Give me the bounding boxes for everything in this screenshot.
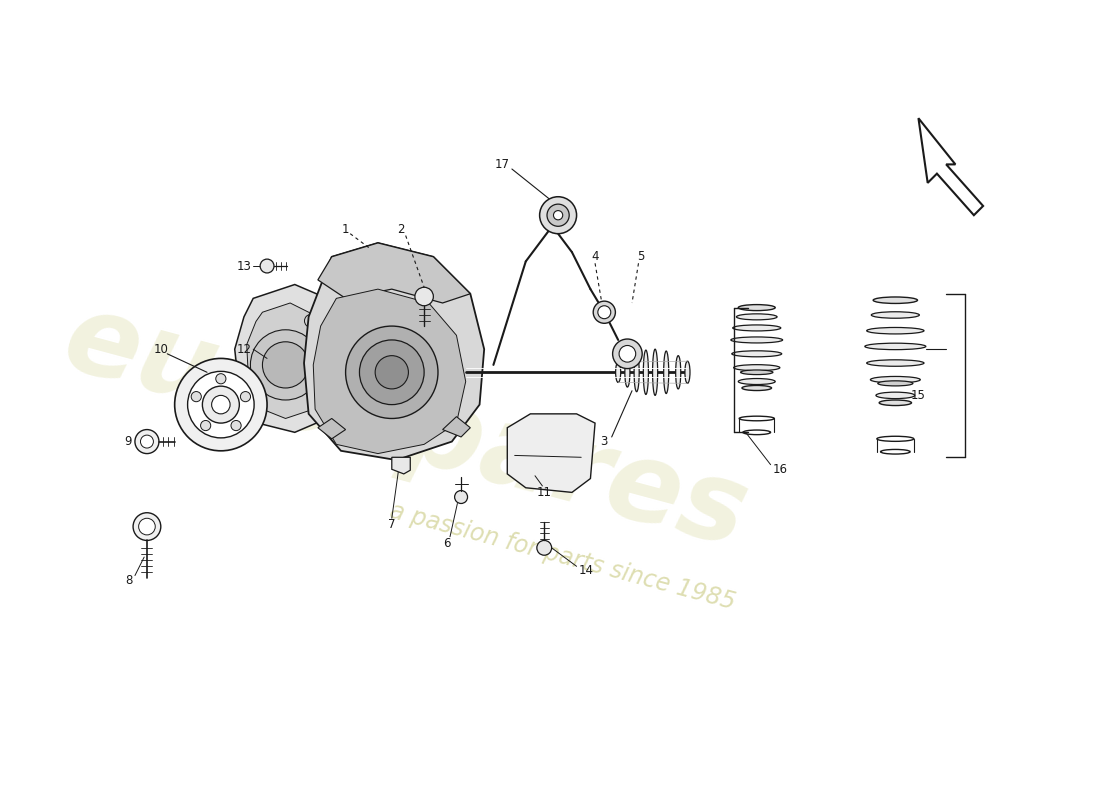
Text: 11: 11	[537, 486, 552, 499]
Circle shape	[553, 210, 563, 220]
Circle shape	[613, 339, 642, 369]
Text: 12: 12	[236, 342, 252, 356]
Ellipse shape	[740, 370, 773, 374]
Circle shape	[141, 435, 153, 448]
Circle shape	[231, 421, 241, 430]
Text: 9: 9	[124, 435, 132, 448]
Polygon shape	[318, 418, 345, 439]
Circle shape	[323, 384, 336, 397]
Circle shape	[260, 259, 274, 273]
Ellipse shape	[652, 349, 658, 395]
Circle shape	[202, 386, 240, 423]
Circle shape	[251, 330, 320, 400]
Circle shape	[241, 391, 251, 402]
Circle shape	[537, 541, 551, 555]
Ellipse shape	[876, 392, 915, 398]
Ellipse shape	[644, 350, 648, 394]
Polygon shape	[314, 289, 465, 454]
Text: 3: 3	[601, 435, 608, 448]
Ellipse shape	[742, 430, 771, 434]
Text: 6: 6	[443, 537, 451, 550]
Ellipse shape	[738, 378, 775, 385]
Circle shape	[360, 340, 425, 405]
Circle shape	[188, 371, 254, 438]
Circle shape	[216, 374, 225, 384]
Ellipse shape	[878, 381, 913, 386]
Ellipse shape	[738, 305, 775, 310]
Circle shape	[139, 518, 155, 535]
Circle shape	[540, 197, 576, 234]
Ellipse shape	[879, 400, 912, 406]
Ellipse shape	[865, 343, 926, 350]
Ellipse shape	[867, 360, 924, 366]
Circle shape	[211, 395, 230, 414]
Text: 15: 15	[911, 389, 926, 402]
Text: 16: 16	[772, 462, 788, 476]
Ellipse shape	[685, 361, 690, 383]
Ellipse shape	[736, 314, 777, 320]
Ellipse shape	[870, 377, 921, 383]
Ellipse shape	[877, 436, 914, 442]
Text: 7: 7	[388, 518, 396, 531]
Ellipse shape	[616, 362, 620, 382]
Ellipse shape	[873, 297, 917, 303]
Text: 13: 13	[236, 259, 252, 273]
Ellipse shape	[663, 351, 669, 394]
Ellipse shape	[742, 386, 771, 390]
Text: a passion for parts since 1985: a passion for parts since 1985	[387, 499, 738, 615]
Text: 1: 1	[342, 222, 350, 235]
Circle shape	[200, 421, 211, 430]
Text: 5: 5	[638, 250, 645, 263]
Circle shape	[345, 326, 438, 418]
Polygon shape	[234, 285, 341, 432]
Ellipse shape	[739, 416, 774, 421]
Ellipse shape	[867, 327, 924, 334]
Circle shape	[415, 287, 433, 306]
Circle shape	[191, 391, 201, 402]
Polygon shape	[442, 417, 471, 437]
Text: 8: 8	[124, 574, 132, 586]
Circle shape	[135, 430, 160, 454]
Circle shape	[547, 204, 569, 226]
Polygon shape	[304, 243, 484, 460]
Polygon shape	[318, 243, 471, 303]
Text: 14: 14	[579, 565, 593, 578]
Text: 17: 17	[495, 158, 510, 171]
Circle shape	[619, 346, 636, 362]
Circle shape	[175, 358, 267, 451]
Circle shape	[263, 342, 309, 388]
Text: 10: 10	[153, 342, 168, 356]
Circle shape	[597, 306, 611, 318]
Circle shape	[305, 314, 318, 327]
Circle shape	[593, 301, 615, 323]
Ellipse shape	[733, 325, 781, 331]
Polygon shape	[392, 458, 410, 474]
Ellipse shape	[871, 312, 920, 318]
Ellipse shape	[675, 356, 681, 389]
Polygon shape	[246, 303, 327, 418]
Ellipse shape	[625, 358, 630, 387]
Circle shape	[454, 490, 467, 503]
Ellipse shape	[881, 450, 910, 454]
Text: 4: 4	[592, 250, 598, 263]
Text: 2: 2	[397, 222, 405, 235]
Ellipse shape	[732, 350, 782, 357]
Ellipse shape	[730, 337, 782, 343]
Ellipse shape	[734, 365, 780, 370]
Polygon shape	[507, 414, 595, 492]
Circle shape	[375, 356, 408, 389]
Circle shape	[133, 513, 161, 541]
Circle shape	[231, 376, 244, 389]
Ellipse shape	[634, 353, 639, 392]
Text: eurospares: eurospares	[53, 285, 759, 570]
